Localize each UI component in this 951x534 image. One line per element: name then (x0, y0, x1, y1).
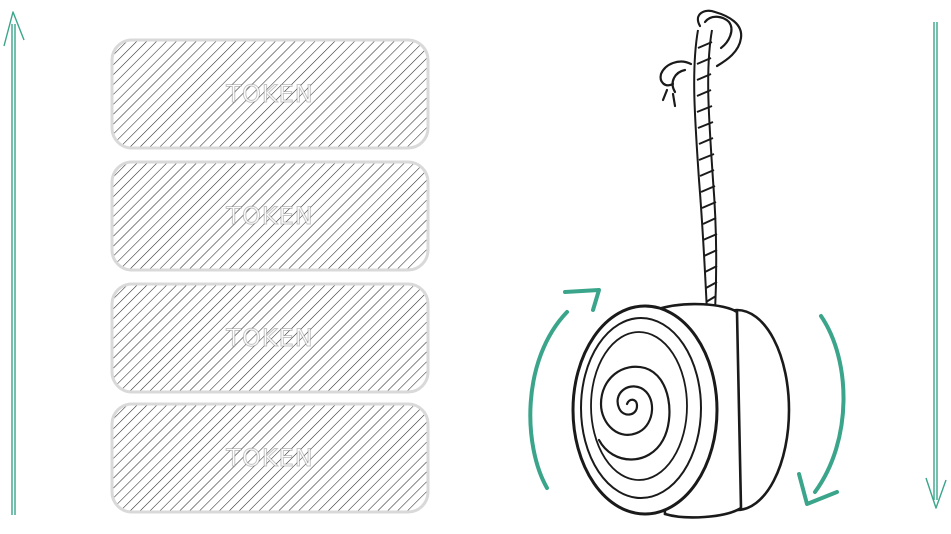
up-arrow-icon (3, 11, 25, 515)
token-block: TOKEN (110, 402, 430, 514)
rotation-arrows-icon (528, 288, 846, 506)
spiral-icon (597, 365, 671, 461)
token-label: TOKEN (226, 202, 314, 231)
yoyo-illustration (528, 9, 846, 519)
yoyo-front-disc (571, 304, 719, 516)
token-label: TOKEN (226, 324, 314, 353)
token-label: TOKEN (226, 444, 314, 473)
token-block: TOKEN (110, 282, 430, 394)
yoyo-string (693, 29, 718, 313)
token-block: TOKEN (110, 160, 430, 272)
token-label: TOKEN (226, 80, 314, 109)
down-arrow-icon (925, 22, 947, 509)
token-stack: TOKEN TOKEN TOKEN TOKEN (104, 38, 434, 520)
string-loop (659, 9, 743, 108)
token-block: TOKEN (110, 38, 430, 150)
